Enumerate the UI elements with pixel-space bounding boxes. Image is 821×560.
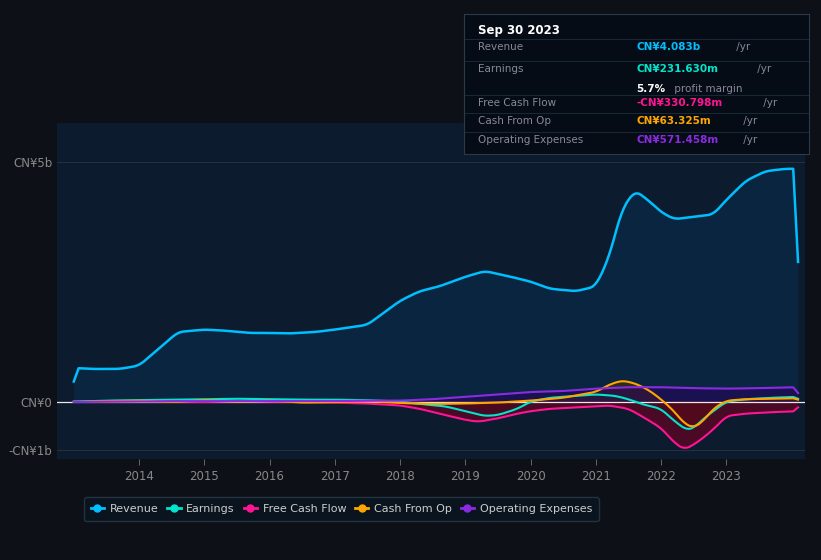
Text: Operating Expenses: Operating Expenses	[478, 135, 583, 145]
Text: Revenue: Revenue	[478, 42, 523, 52]
Text: Earnings: Earnings	[478, 64, 523, 74]
Text: 5.7%: 5.7%	[636, 84, 665, 94]
Text: Sep 30 2023: Sep 30 2023	[478, 24, 560, 37]
Text: -CN¥330.798m: -CN¥330.798m	[636, 98, 722, 108]
Text: /yr: /yr	[740, 116, 757, 126]
Text: profit margin: profit margin	[671, 84, 742, 94]
Legend: Revenue, Earnings, Free Cash Flow, Cash From Op, Operating Expenses: Revenue, Earnings, Free Cash Flow, Cash …	[84, 497, 599, 521]
Text: Free Cash Flow: Free Cash Flow	[478, 98, 556, 108]
Text: CN¥4.083b: CN¥4.083b	[636, 42, 700, 52]
Text: /yr: /yr	[754, 64, 771, 74]
Text: CN¥571.458m: CN¥571.458m	[636, 135, 718, 145]
Text: /yr: /yr	[733, 42, 750, 52]
Text: Cash From Op: Cash From Op	[478, 116, 551, 126]
Text: /yr: /yr	[740, 135, 757, 145]
Text: CN¥63.325m: CN¥63.325m	[636, 116, 711, 126]
Text: CN¥231.630m: CN¥231.630m	[636, 64, 718, 74]
Text: /yr: /yr	[760, 98, 777, 108]
